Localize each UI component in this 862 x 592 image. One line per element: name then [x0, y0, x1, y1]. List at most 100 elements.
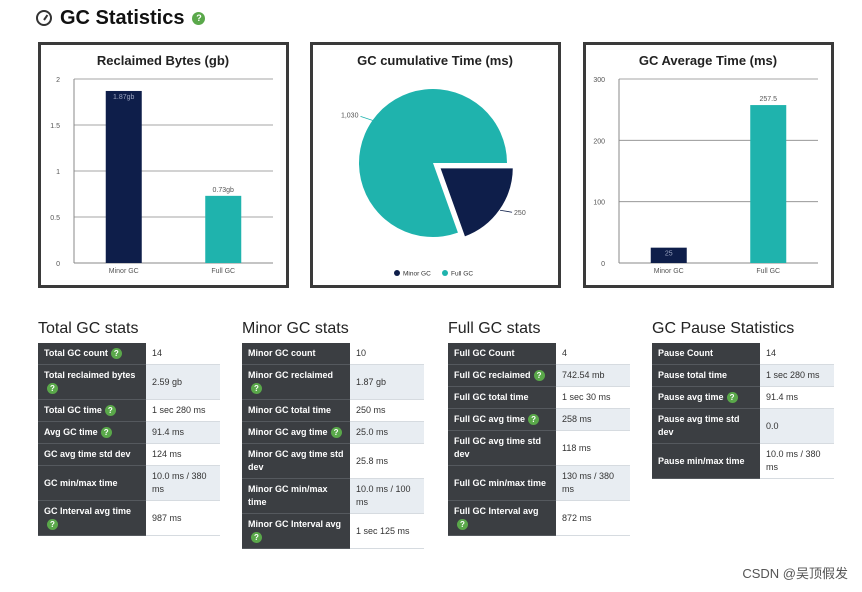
stat-label: Pause avg time	[658, 392, 724, 402]
gc-average-time-svg: GC Average Time (ms) 0 100 200 300 25 Minor GC…	[593, 53, 818, 275]
legend-label: Minor GC	[403, 271, 431, 278]
stat-value: 118 ms	[556, 430, 630, 466]
stat-row: Pause avg time std dev 0.0	[652, 408, 834, 444]
stat-label: Pause min/max time	[658, 455, 745, 466]
pie-slice-full-gc	[359, 88, 507, 238]
stat-value: 10.0 ms / 380 ms	[146, 465, 220, 501]
stat-value: 1.87 gb	[350, 364, 424, 400]
help-icon[interactable]: ?	[110, 348, 122, 360]
stat-row: Minor GC count 10	[242, 343, 424, 365]
stat-value: 0.0	[760, 408, 834, 444]
minor-gc-stats-title: Minor GC stats	[242, 320, 349, 337]
help-icon[interactable]: ?	[726, 392, 738, 404]
stat-value: 10	[350, 343, 424, 365]
stat-label: Minor GC count	[248, 348, 316, 358]
stat-label-cell: Minor GC avg time std dev	[242, 443, 350, 479]
stat-label-cell: Full GC avg time?	[448, 408, 556, 431]
help-icon[interactable]: ?	[47, 383, 58, 395]
stat-value: 130 ms / 380 ms	[556, 465, 630, 501]
stat-value: 14	[760, 343, 834, 365]
stat-row: Total GC count? 14	[38, 343, 220, 365]
stat-value: 1 sec 30 ms	[556, 386, 630, 409]
stat-label: Pause avg time std dev	[658, 414, 740, 437]
stat-label-cell: Full GC avg time std dev	[448, 430, 556, 466]
stat-label: GC Interval avg time	[44, 506, 132, 516]
legend-marker-minor-gc	[394, 270, 400, 276]
gauge-icon	[36, 10, 52, 26]
y-tick-label: 2	[56, 77, 60, 84]
gc-cumulative-time-svg: GC cumulative Time (ms) 250 1,030 Minor GC F…	[341, 53, 526, 278]
stat-row: Minor GC min/max time 10.0 ms / 100 ms	[242, 478, 424, 514]
stat-label-cell: Pause avg time?	[652, 386, 760, 409]
help-icon[interactable]: ?	[104, 405, 116, 417]
help-icon[interactable]: ?	[330, 427, 342, 439]
stat-value: 1 sec 125 ms	[350, 513, 424, 549]
stat-label: Avg GC time	[44, 427, 98, 437]
stat-label-cell: Pause min/max time	[652, 443, 760, 479]
stat-label-cell: Total GC time?	[38, 399, 146, 422]
gc-cumulative-time-chart: GC cumulative Time (ms) 250 1,030 Minor GC F…	[310, 42, 561, 288]
y-tick-label: 200	[593, 138, 605, 145]
stat-label: Minor GC Interval avg	[248, 519, 342, 529]
stat-row: Minor GC avg time? 25.0 ms	[242, 421, 424, 444]
legend-marker-full-gc	[442, 270, 448, 276]
y-tick-label: 1.5	[50, 123, 60, 130]
stat-label-cell: Minor GC Interval avg?	[242, 513, 350, 549]
help-icon[interactable]: ?	[100, 427, 112, 439]
stat-label: Minor GC min/max time	[248, 484, 328, 507]
data-label: 1,030	[341, 112, 359, 119]
data-label: 1.87gb	[113, 94, 135, 101]
full-gc-stats: Full GC stats Full GC Count 4 Full GC recl…	[448, 318, 630, 536]
help-icon[interactable]: ?	[251, 383, 262, 395]
stat-label: Minor GC total time	[248, 405, 331, 415]
stat-label-cell: Total reclaimed bytes?	[38, 364, 146, 400]
stat-label: Full GC total time	[454, 392, 529, 402]
stat-value: 250 ms	[350, 399, 424, 422]
stat-value: 258 ms	[556, 408, 630, 431]
stat-label: Full GC avg time std dev	[454, 436, 542, 459]
stat-row: Pause total time 1 sec 280 ms	[652, 364, 834, 387]
help-icon[interactable]: ?	[47, 519, 58, 531]
stat-value: 14	[146, 343, 220, 365]
stat-value: 987 ms	[146, 500, 220, 536]
stat-label-cell: Full GC min/max time	[448, 465, 556, 501]
stat-value: 25.0 ms	[350, 421, 424, 444]
stat-label: GC avg time std dev	[44, 449, 131, 459]
legend-label: Full GC	[451, 271, 473, 278]
stat-row: Full GC avg time? 258 ms	[448, 408, 630, 431]
y-tick-label: 0	[601, 261, 605, 268]
stat-label-cell: Full GC Interval avg?	[448, 500, 556, 536]
x-tick-label: Minor GC	[654, 268, 684, 275]
stat-label-cell: Total GC count?	[38, 343, 146, 365]
help-icon[interactable]: ?	[192, 11, 206, 25]
leader-line	[360, 116, 373, 121]
stat-label-cell: Pause avg time std dev	[652, 408, 760, 444]
data-label: 257.5	[759, 96, 777, 103]
total-gc-stats-title: Total GC stats	[38, 320, 139, 337]
stat-row: Full GC reclaimed? 742.54 mb	[448, 364, 630, 387]
stat-label-cell: Full GC Count	[448, 343, 556, 365]
help-icon[interactable]: ?	[533, 370, 545, 382]
stat-label: Total GC time	[44, 405, 102, 415]
bar-full-gc	[205, 195, 242, 263]
reclaimed-bytes-chart: Reclaimed Bytes (gb) 0 0.5 1 1.5 2 1.87gb Minor…	[38, 42, 289, 288]
help-icon[interactable]: ?	[528, 414, 540, 426]
gc-pause-stats-table: Pause Count 14 Pause total time 1 sec 280 m…	[652, 343, 834, 479]
gc-pause-stats-title: GC Pause Statistics	[652, 320, 795, 337]
chart-title: GC cumulative Time (ms)	[357, 53, 513, 68]
stat-label-cell: GC Interval avg time?	[38, 500, 146, 536]
stat-label: Pause total time	[658, 370, 728, 380]
x-tick-label: Minor GC	[109, 268, 139, 275]
bar-full-gc	[750, 105, 787, 263]
stat-label-cell: GC avg time std dev	[38, 443, 146, 466]
stat-label: Full GC avg time	[454, 414, 526, 424]
y-tick-label: 0	[56, 261, 60, 268]
stat-label: Minor GC avg time std dev	[248, 449, 344, 472]
help-icon[interactable]: ?	[457, 519, 468, 531]
stat-value: 1 sec 280 ms	[146, 399, 220, 422]
total-gc-stats: Total GC stats Total GC count? 14 Total re…	[38, 318, 220, 536]
help-icon[interactable]: ?	[251, 532, 262, 544]
stat-label-cell: Minor GC reclaimed?	[242, 364, 350, 400]
stat-value: 1 sec 280 ms	[760, 364, 834, 387]
x-tick-label: Full GC	[756, 268, 780, 275]
